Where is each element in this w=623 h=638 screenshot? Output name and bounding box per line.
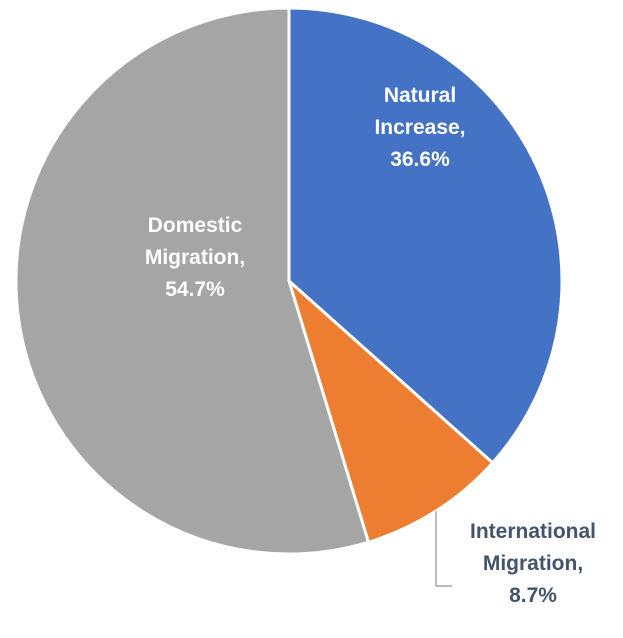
leader-lines — [435, 511, 452, 587]
data-label-line: Migration, — [145, 246, 245, 269]
pie-slice-international-migration — [287, 279, 495, 544]
pie-slices — [14, 6, 564, 556]
pie-slice-natural-increase — [287, 6, 564, 465]
data-label-international-migration: International Migration, 8.7% — [470, 520, 596, 607]
data-label-line: Natural — [384, 84, 456, 107]
data-label-line: Domestic — [148, 214, 243, 237]
data-label-line: 36.6% — [390, 148, 450, 171]
pie-slice-domestic-migration — [14, 6, 370, 556]
pie-labels: Natural Increase, 36.6% International Migrat… — [145, 84, 596, 607]
data-label-line: International — [470, 520, 596, 543]
data-label-line: Increase, — [374, 116, 465, 139]
data-label-line: 54.7% — [165, 278, 225, 301]
data-label-line: Migration, — [483, 552, 583, 575]
data-label-natural-increase: Natural Increase, 36.6% — [374, 84, 465, 171]
data-label-domestic-migration: Domestic Migration, 54.7% — [145, 214, 245, 301]
leader-line-international-migration — [435, 511, 452, 587]
data-label-line: 8.7% — [509, 584, 557, 607]
